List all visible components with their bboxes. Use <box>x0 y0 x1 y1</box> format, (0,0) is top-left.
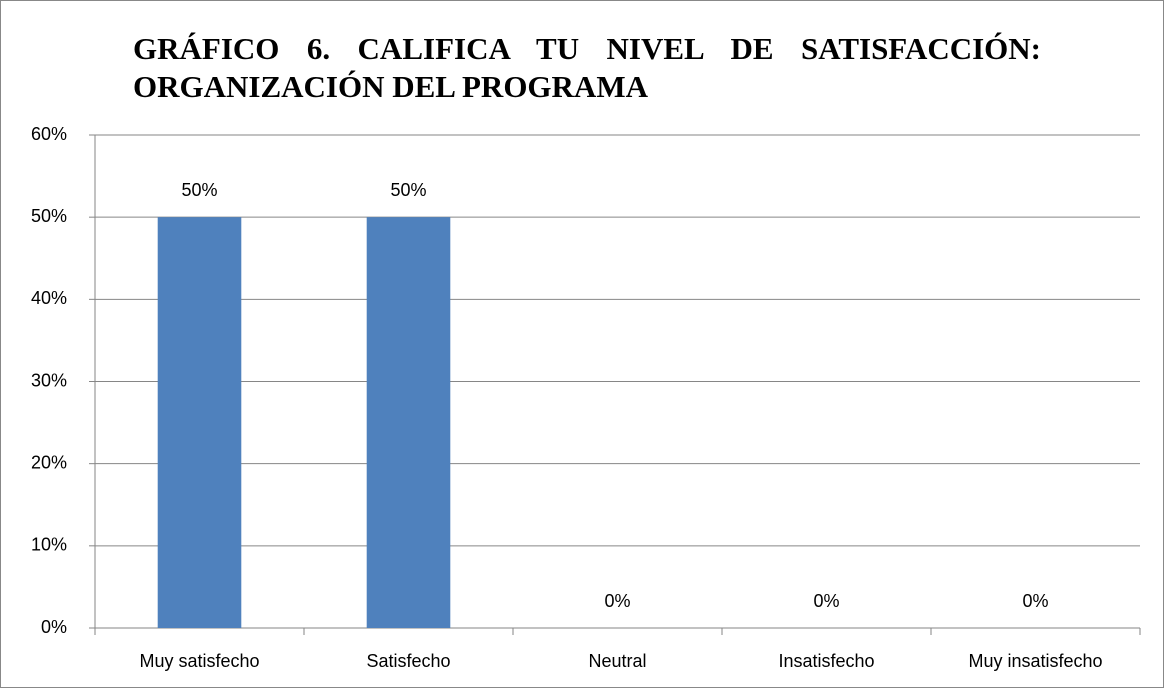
value-label: 0% <box>604 591 630 611</box>
x-tick-label: Satisfecho <box>366 651 450 671</box>
y-tick-label: 30% <box>31 370 67 390</box>
x-tick-label: Neutral <box>588 651 646 671</box>
value-label: 50% <box>181 180 217 200</box>
y-tick-label: 0% <box>41 617 67 637</box>
y-tick-label: 40% <box>31 288 67 308</box>
y-tick-label: 10% <box>31 535 67 555</box>
value-label: 0% <box>813 591 839 611</box>
x-tick-label: Insatisfecho <box>778 651 874 671</box>
x-tick-label: Muy satisfecho <box>139 651 259 671</box>
y-tick-label: 50% <box>31 206 67 226</box>
value-label: 0% <box>1022 591 1048 611</box>
chart-title: GRÁFICO 6. CALIFICA TU NIVEL DE SATISFAC… <box>133 31 1041 104</box>
value-label: 50% <box>390 180 426 200</box>
y-tick-label: 20% <box>31 452 67 472</box>
bar <box>157 217 242 628</box>
bar <box>366 217 451 628</box>
x-tick-label: Muy insatisfecho <box>968 651 1102 671</box>
y-tick-label: 60% <box>31 124 67 144</box>
